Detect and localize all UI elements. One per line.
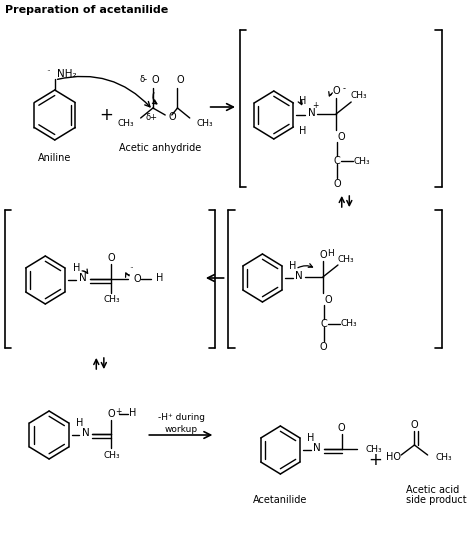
Text: O: O	[320, 342, 328, 352]
Text: CH₃: CH₃	[340, 320, 356, 329]
Text: O: O	[410, 420, 418, 430]
Text: CH₃: CH₃	[196, 119, 213, 128]
Text: H: H	[129, 408, 137, 418]
Text: O: O	[108, 409, 115, 419]
Text: +: +	[99, 106, 113, 124]
Text: O: O	[332, 86, 340, 96]
Text: O: O	[176, 75, 184, 85]
Text: workup: workup	[164, 426, 198, 435]
Text: δ-: δ-	[139, 75, 147, 84]
Text: CH₃: CH₃	[103, 451, 120, 460]
Text: N: N	[79, 273, 87, 283]
Text: O: O	[325, 295, 332, 305]
Text: O: O	[133, 274, 141, 284]
Text: +: +	[312, 102, 319, 110]
Text: CH₃: CH₃	[103, 295, 120, 305]
Text: Acetanilide: Acetanilide	[253, 495, 308, 505]
Text: N: N	[82, 428, 90, 438]
Text: O: O	[108, 253, 115, 263]
Text: O: O	[338, 132, 346, 142]
Text: N: N	[308, 108, 316, 118]
Text: H: H	[73, 263, 80, 273]
Text: N: N	[313, 443, 321, 453]
Text: H: H	[156, 273, 163, 283]
Text: CH₃: CH₃	[353, 157, 370, 165]
Text: -H⁺ during: -H⁺ during	[158, 413, 205, 422]
Text: H: H	[76, 418, 83, 428]
Text: O: O	[319, 250, 327, 260]
Text: +: +	[368, 451, 382, 469]
Text: H: H	[327, 250, 334, 259]
Text: CH₃: CH₃	[365, 445, 382, 453]
Text: O: O	[152, 75, 160, 85]
Text: H: H	[307, 433, 314, 443]
Text: HO: HO	[386, 452, 401, 462]
Text: NH₂: NH₂	[56, 69, 76, 79]
Text: O: O	[169, 112, 177, 122]
Text: Acetic acid: Acetic acid	[406, 485, 459, 495]
Text: C: C	[320, 319, 327, 329]
Text: Aniline: Aniline	[38, 153, 72, 163]
Text: H: H	[300, 96, 307, 106]
Text: Acetic anhydride: Acetic anhydride	[119, 143, 201, 153]
Text: ··: ··	[46, 68, 51, 77]
Text: O: O	[333, 179, 341, 189]
Text: O: O	[338, 423, 346, 433]
Text: Preparation of acetanilide: Preparation of acetanilide	[5, 5, 168, 15]
Text: N: N	[295, 271, 303, 281]
Text: C: C	[334, 156, 340, 166]
Text: ··: ··	[129, 265, 134, 274]
Text: δ+: δ+	[145, 114, 157, 123]
Text: side product: side product	[406, 495, 466, 505]
Text: CH₃: CH₃	[350, 92, 367, 100]
Text: CH₃: CH₃	[118, 119, 134, 128]
Text: H: H	[300, 126, 307, 136]
Text: CH₃: CH₃	[337, 255, 354, 264]
Text: +: +	[115, 406, 121, 416]
Text: -: -	[342, 84, 345, 93]
Text: CH₃: CH₃	[435, 453, 452, 462]
Text: H: H	[289, 261, 296, 271]
